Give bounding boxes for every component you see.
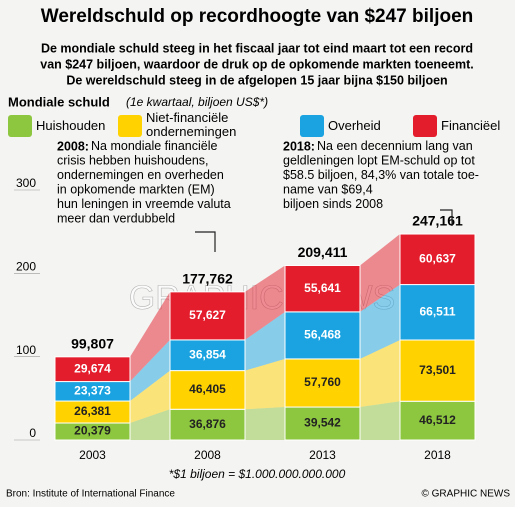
area-band xyxy=(245,311,285,371)
annotation-text: hun leningen in vreemde valuta xyxy=(57,197,231,211)
source: Bron: Institute of International Finance xyxy=(6,489,175,500)
legend-swatch xyxy=(413,115,437,137)
annotation-text: ondernemingen en overheden xyxy=(57,168,224,182)
legend-label: Niet-financiële ondernemingen xyxy=(146,110,237,139)
bar-segment xyxy=(284,264,361,313)
subtitle: De mondiale schuld steeg in het fiscaal … xyxy=(41,41,473,55)
y-tick-label: 100 xyxy=(16,343,36,357)
bar-segment xyxy=(399,233,476,286)
annotation-line: geldleningen lopt EM-schuld op tot xyxy=(283,154,475,168)
legend-label: Overheid xyxy=(328,118,381,133)
annotation-line: hun leningen in vreemde valuta xyxy=(57,197,231,211)
value-label: 46,405 xyxy=(189,382,226,396)
bar-segment xyxy=(284,406,361,441)
legend-label: Huishouden xyxy=(36,118,106,133)
bar-segment xyxy=(169,291,246,341)
annotation-line: meer dan verdubbeld xyxy=(57,212,175,226)
annotation-line: biljoen sinds 2008 xyxy=(283,197,383,211)
bar-segment xyxy=(399,400,476,441)
x-tick-label: 2003 xyxy=(79,448,106,462)
value-label: 29,674 xyxy=(74,361,111,375)
value-label: 55,641 xyxy=(304,281,341,295)
value-label: 73,501 xyxy=(419,363,456,377)
footnote: *$1 biljoen = $1.000.000.000.000 xyxy=(169,467,346,481)
area-band xyxy=(245,265,285,340)
subtitle: De wereldschuld steeg in de afgelopen 15… xyxy=(66,73,447,87)
area-band xyxy=(360,234,400,312)
area-band xyxy=(245,407,285,440)
pointer xyxy=(440,209,453,226)
bar-segment xyxy=(54,356,131,383)
annotation-text: geldleningen lopt EM-schuld op tot xyxy=(283,154,475,168)
legend-swatch xyxy=(300,115,324,137)
bar-segment xyxy=(284,311,361,360)
annotation-title: 2008: xyxy=(57,139,89,153)
value-label: 23,373 xyxy=(74,383,111,397)
annotation-line: in opkomende markten (EM) xyxy=(57,183,215,197)
legend-swatch xyxy=(118,115,142,137)
subtitle: van $247 biljoen, waardoor de druk op de… xyxy=(40,57,473,71)
bar-segment xyxy=(399,339,476,402)
annotation-text: crisis hebben huishoudens, xyxy=(57,154,209,168)
y-tick-label: 300 xyxy=(16,176,36,190)
chart-title: Wereldschuld op recordhoogte van $247 bi… xyxy=(41,6,474,27)
legend-swatch xyxy=(8,115,32,137)
y-tick-label: 0 xyxy=(29,426,36,440)
value-label: 57,627 xyxy=(189,308,226,322)
area-band xyxy=(360,339,400,408)
area-band xyxy=(360,401,400,440)
annotation-line: $58.5 biljoen, 84,3% van totale toe- xyxy=(283,168,479,182)
value-label: 60,637 xyxy=(419,251,456,265)
bar-segment xyxy=(169,370,246,410)
y-label: Mondiale schuld xyxy=(8,94,110,109)
bar-segment xyxy=(169,339,246,372)
annotation-text: biljoen sinds 2008 xyxy=(283,197,383,211)
total-label: 247,161 xyxy=(412,213,463,229)
annotation-text: meer dan verdubbeld xyxy=(57,212,175,226)
bar-segment xyxy=(169,408,246,441)
annotation-line: crisis hebben huishoudens, xyxy=(57,154,209,168)
annotation-text: in opkomende markten (EM) xyxy=(57,183,215,197)
value-label: 26,381 xyxy=(74,404,111,418)
bar-segment xyxy=(399,284,476,341)
annotation-line: Na een decennium lang van xyxy=(317,139,473,153)
pointer xyxy=(195,231,216,252)
value-label: 46,512 xyxy=(419,413,456,427)
area-band xyxy=(130,291,170,382)
value-label: 36,854 xyxy=(189,347,226,361)
y-tick-label: 200 xyxy=(16,260,36,274)
x-tick-label: 2008 xyxy=(194,448,221,462)
value-label: 39,542 xyxy=(304,416,341,430)
annotation-text: Na een decennium lang van xyxy=(317,139,473,153)
value-label: 66,511 xyxy=(419,304,455,318)
total-label: 99,807 xyxy=(71,336,114,352)
annotation-text: $58.5 biljoen, 84,3% van totale toe- xyxy=(283,168,479,182)
legend-label: Financiëel xyxy=(441,118,501,133)
x-tick-label: 2018 xyxy=(424,448,451,462)
total-label: 177,762 xyxy=(182,271,233,287)
annotation-text: name van $69,4 xyxy=(283,183,373,197)
area-band xyxy=(245,358,285,410)
y-label-note: (1e kwartaal, biljoen US$*) xyxy=(126,95,268,109)
annotation-line: name van $69,4 xyxy=(283,183,373,197)
annotation-line: ondernemingen en overheden xyxy=(57,168,224,182)
value-label: 56,468 xyxy=(304,328,341,342)
area-band xyxy=(130,339,170,402)
total-label: 209,411 xyxy=(298,244,348,260)
value-label: 57,760 xyxy=(304,375,341,389)
value-label: 36,876 xyxy=(189,417,226,431)
x-tick-label: 2013 xyxy=(309,448,336,462)
credit: © GRAPHIC NEWS xyxy=(422,489,511,500)
annotation-text: Na mondiale financiële xyxy=(91,139,218,153)
area-band xyxy=(360,284,400,359)
value-label: 20,379 xyxy=(74,424,111,438)
annotation-title: 2018: xyxy=(283,139,315,153)
area-band xyxy=(130,370,170,424)
annotation-line: Na mondiale financiële xyxy=(91,139,218,153)
area-band xyxy=(130,409,170,440)
